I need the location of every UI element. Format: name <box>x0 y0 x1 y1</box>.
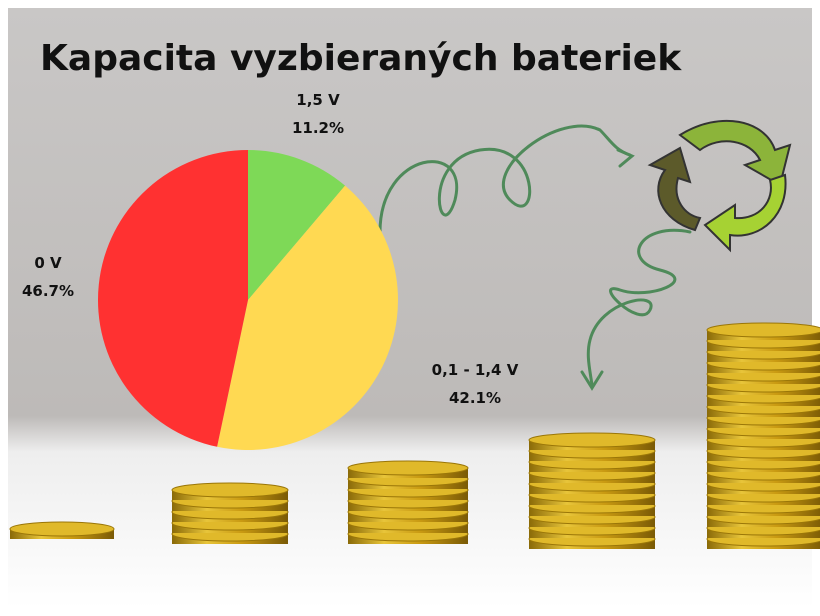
coin-face <box>172 483 288 497</box>
page: {"chart_data": {"type": "pie", "title": … <box>0 0 820 616</box>
pie <box>98 150 398 450</box>
chart-title: Kapacita vyzbieraných bateriek <box>40 38 682 79</box>
slice-label: 0,1 - 1,4 V <box>432 361 519 379</box>
coin-face <box>10 522 114 536</box>
slice-label: 1,5 V <box>296 91 340 109</box>
coin-face <box>529 433 655 447</box>
coin-face <box>707 323 820 337</box>
infographic: Kapacita vyzbieraných bateriek 1,5 V 11.2… <box>0 0 820 616</box>
coin-face <box>348 461 468 475</box>
slice-label: 0 V <box>34 254 62 272</box>
value-label: 46.7% <box>22 282 74 300</box>
value-label: 11.2% <box>292 119 344 137</box>
value-label: 42.1% <box>449 389 501 407</box>
